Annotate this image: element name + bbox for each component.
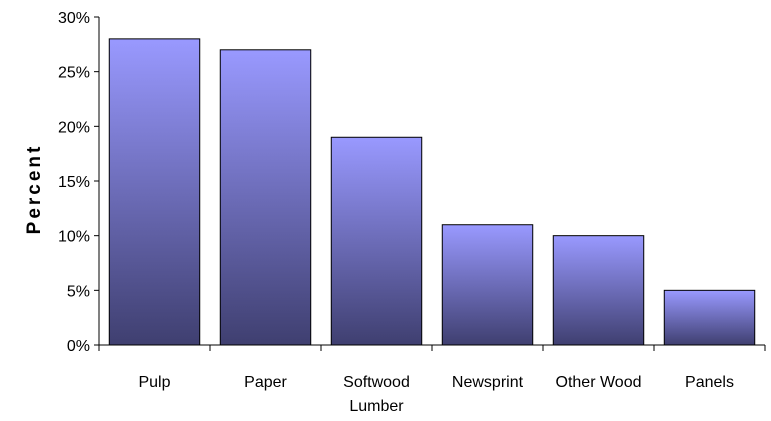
bar-other-wood bbox=[552, 235, 645, 346]
y-tick-label: 15% bbox=[58, 174, 90, 191]
y-tick-label: 0% bbox=[67, 338, 90, 355]
bar-panels bbox=[663, 289, 756, 346]
bar-newsprint bbox=[441, 224, 534, 346]
axes-layer bbox=[94, 16, 766, 351]
y-axis-title: Percent bbox=[24, 144, 45, 235]
x-tick-label: Paper bbox=[244, 374, 287, 391]
x-tick-label: Pulp bbox=[138, 374, 170, 391]
bar-pulp bbox=[108, 38, 201, 346]
bar-softwood-lumber bbox=[330, 136, 423, 346]
bar-paper bbox=[219, 49, 312, 346]
x-tick-label: Other Wood bbox=[556, 374, 642, 391]
y-tick-label: 5% bbox=[67, 283, 90, 300]
y-tick-label: 20% bbox=[58, 119, 90, 136]
x-tick-label: Softwood Lumber bbox=[343, 374, 410, 415]
labels-layer: 0% 5% 10% 15% 20% 25% 30% Pulp Paper Softwood Lumb… bbox=[58, 10, 734, 415]
bars-layer bbox=[108, 38, 756, 346]
x-tick-label: Panels bbox=[685, 374, 734, 391]
x-tick-label: Newsprint bbox=[452, 374, 524, 391]
y-tick-label: 10% bbox=[58, 229, 90, 246]
y-tick-label: 25% bbox=[58, 65, 90, 82]
y-tick-label: 30% bbox=[58, 10, 90, 27]
